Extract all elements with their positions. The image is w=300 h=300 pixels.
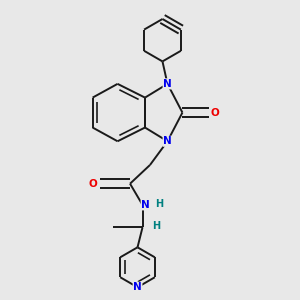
- Text: N: N: [163, 136, 172, 146]
- Text: O: O: [211, 108, 219, 118]
- Text: O: O: [88, 179, 97, 189]
- Text: N: N: [133, 282, 142, 292]
- Text: H: H: [152, 221, 160, 231]
- Text: N: N: [163, 79, 172, 89]
- Text: H: H: [155, 199, 163, 208]
- Text: N: N: [141, 200, 150, 210]
